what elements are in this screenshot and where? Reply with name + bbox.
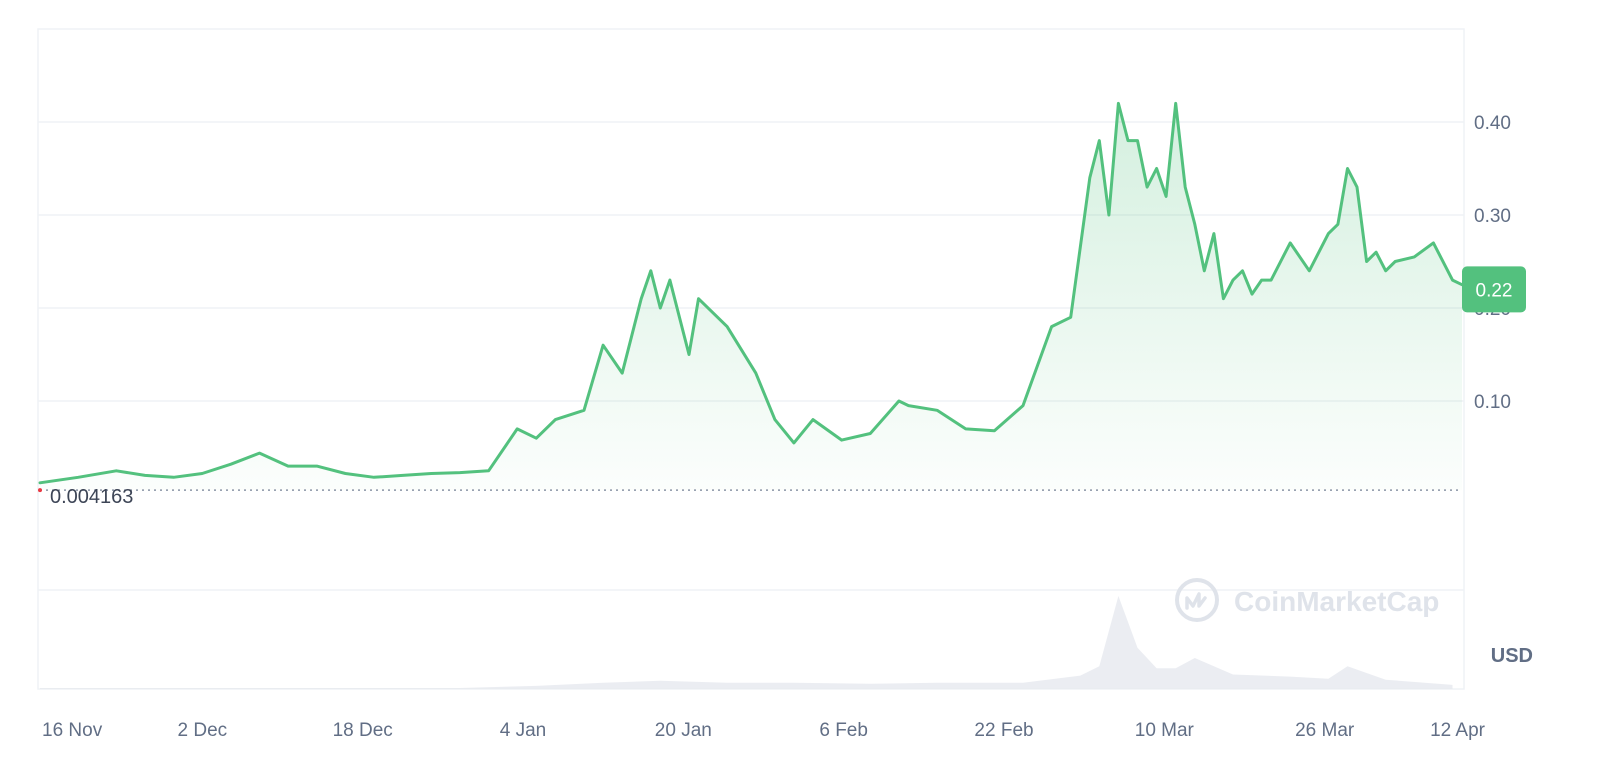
x-tick-label: 2 Dec — [178, 720, 228, 741]
x-axis-labels: 16 Nov 2 Dec 18 Dec 4 Jan 20 Jan 6 Feb 22 Feb 1… — [42, 720, 1486, 741]
y-tick-label: 0.40 — [1474, 113, 1511, 134]
current-price-badge-bg — [1462, 266, 1526, 313]
current-price-badge: 0.22 — [1462, 266, 1526, 313]
x-tick-label: 16 Nov — [42, 720, 103, 741]
x-tick-label: 26 Mar — [1295, 720, 1355, 741]
x-tick-label: 4 Jan — [500, 720, 546, 741]
coinmarketcap-logo-icon — [1175, 578, 1219, 622]
watermark-text: CoinMarketCap — [1234, 586, 1439, 617]
current-price-badge-text: 0.22 — [1476, 280, 1513, 301]
currency-unit-label: USD — [1491, 645, 1533, 667]
y-tick-label: 0.10 — [1474, 392, 1511, 413]
x-tick-label: 18 Dec — [333, 720, 393, 741]
y-tick-label: 0.30 — [1474, 206, 1511, 227]
baseline-marker — [38, 488, 42, 493]
x-tick-label: 12 Apr — [1430, 720, 1486, 741]
coinmarketcap-watermark: CoinMarketCap — [1175, 578, 1439, 622]
x-tick-label: 10 Mar — [1135, 720, 1195, 741]
volume-area — [40, 596, 1453, 689]
price-area-fill — [40, 103, 1462, 491]
price-line — [38, 101, 1464, 485]
x-tick-label: 6 Feb — [819, 720, 868, 741]
x-tick-label: 22 Feb — [974, 720, 1033, 741]
volume-panel — [38, 589, 1464, 689]
baseline-value-label: 0.004163 — [50, 486, 133, 508]
x-tick-label: 20 Jan — [655, 720, 712, 741]
y-axis-labels: 0.100.200.300.40 — [1474, 113, 1511, 413]
